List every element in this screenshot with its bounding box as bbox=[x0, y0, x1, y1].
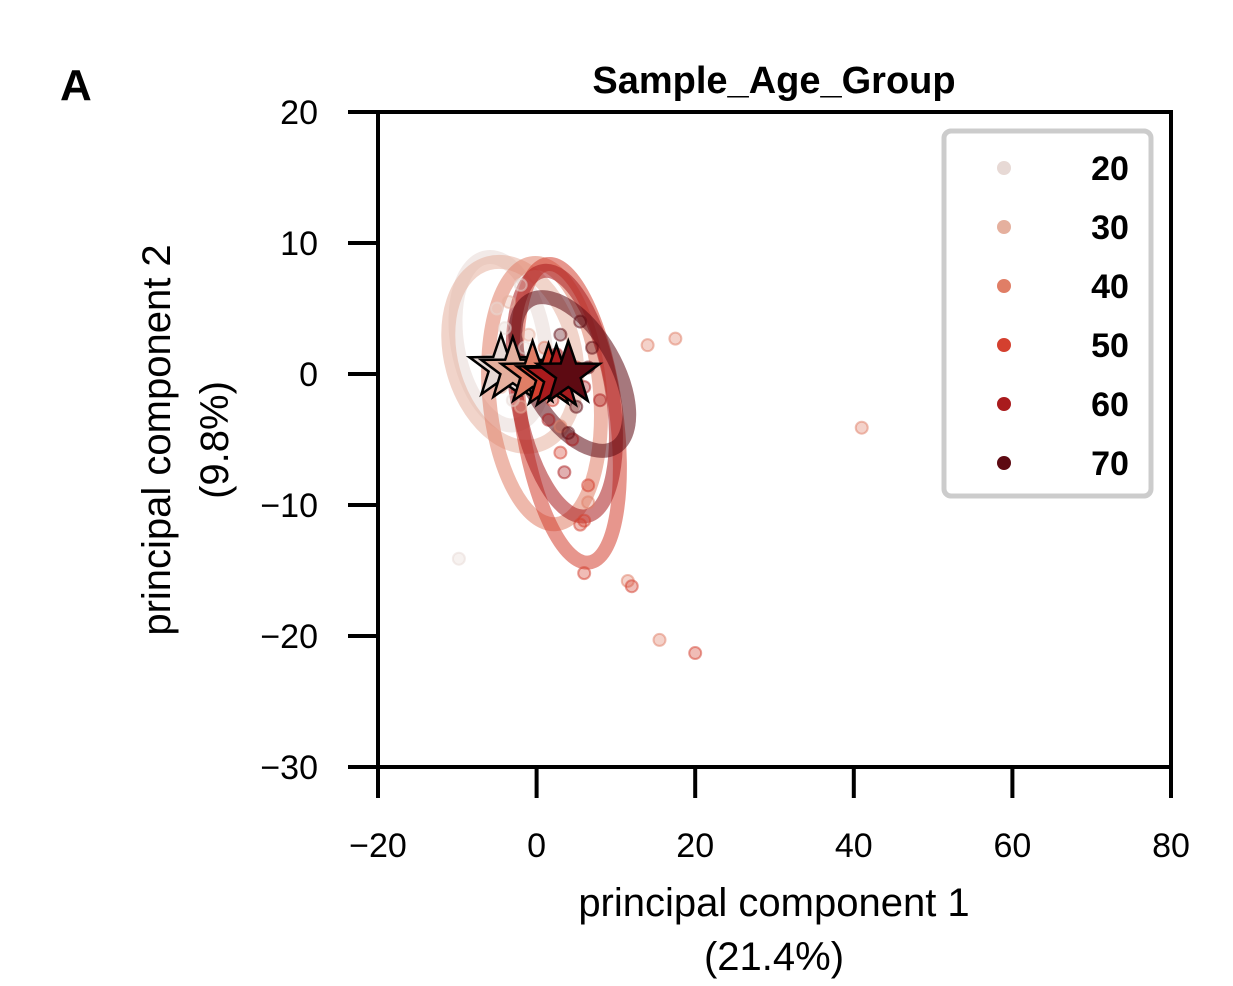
data-point-20 bbox=[513, 277, 528, 292]
chart-title: Sample_Age_Group bbox=[592, 60, 955, 102]
legend-label-30: 30 bbox=[1091, 209, 1129, 247]
legend-marker-70 bbox=[997, 456, 1011, 470]
data-point-50 bbox=[624, 579, 639, 594]
x-axis-ticks: −20 0 20 40 60 80 bbox=[349, 767, 1190, 865]
legend-label-50: 50 bbox=[1091, 327, 1129, 365]
data-point-60 bbox=[541, 412, 556, 427]
data-point-40 bbox=[640, 338, 655, 353]
data-point-30 bbox=[513, 399, 528, 414]
legend-label-40: 40 bbox=[1091, 268, 1129, 306]
y-tick-label: 0 bbox=[299, 356, 318, 394]
legend-label-70: 70 bbox=[1091, 445, 1129, 483]
data-point-50 bbox=[581, 478, 596, 493]
y-tick-label: 20 bbox=[280, 94, 318, 132]
legend-marker-50 bbox=[997, 338, 1011, 352]
data-point-70 bbox=[585, 340, 600, 355]
data-point-70 bbox=[553, 327, 568, 342]
data-point-40 bbox=[652, 632, 667, 647]
legend-frame bbox=[941, 128, 1154, 499]
data-point-60 bbox=[557, 465, 572, 480]
y-axis-label: principal component 2 bbox=[135, 244, 179, 635]
y-axis-label-percent-group: (9.8%) bbox=[193, 381, 237, 499]
legend-label-20: 20 bbox=[1091, 150, 1129, 188]
confidence-ellipse-30 bbox=[441, 254, 585, 454]
y-tick-label: 10 bbox=[280, 225, 318, 263]
data-point-40 bbox=[668, 331, 683, 346]
data-point-40 bbox=[581, 495, 596, 510]
data-point-50 bbox=[688, 646, 703, 661]
x-tick-label: 40 bbox=[835, 827, 873, 865]
data-point-70 bbox=[573, 314, 588, 329]
legend-label-60: 60 bbox=[1091, 386, 1129, 424]
x-tick-label: −20 bbox=[349, 827, 407, 865]
y-axis-label-group: principal component 2 bbox=[135, 244, 179, 635]
data-point-40 bbox=[854, 420, 869, 435]
y-tick-label: −10 bbox=[260, 487, 318, 525]
plot-area bbox=[441, 250, 869, 661]
x-axis-label: principal component 1 bbox=[578, 881, 969, 925]
x-axis-label-percent: (21.4%) bbox=[704, 935, 844, 979]
x-tick-label: 80 bbox=[1152, 827, 1190, 865]
legend-marker-40 bbox=[997, 279, 1011, 293]
data-point-20 bbox=[451, 551, 466, 566]
data-point-20 bbox=[489, 301, 504, 316]
data-point-50 bbox=[577, 513, 592, 528]
data-point-70 bbox=[561, 425, 576, 440]
y-axis-ticks: 20 10 0 −10 −20 −30 bbox=[260, 94, 378, 787]
data-point-50 bbox=[577, 566, 592, 581]
y-axis-label-percent: (9.8%) bbox=[193, 381, 237, 499]
data-point-50 bbox=[553, 445, 568, 460]
data-point-20 bbox=[497, 321, 512, 336]
y-tick-label: −20 bbox=[260, 618, 318, 656]
data-point-30 bbox=[501, 294, 516, 309]
legend-marker-60 bbox=[997, 397, 1011, 411]
legend-marker-30 bbox=[997, 220, 1011, 234]
y-tick-label: −30 bbox=[260, 749, 318, 787]
x-tick-label: 0 bbox=[527, 827, 546, 865]
centroid-stars bbox=[465, 330, 604, 408]
legend: 20 30 40 50 60 70 bbox=[941, 128, 1154, 499]
panel-label: A bbox=[60, 61, 92, 110]
data-point-60 bbox=[593, 393, 608, 408]
centroid-star-70 bbox=[533, 337, 604, 404]
x-tick-label: 60 bbox=[993, 827, 1031, 865]
data-point-30 bbox=[521, 327, 536, 342]
confidence-ellipses bbox=[441, 250, 637, 570]
legend-marker-20 bbox=[997, 161, 1011, 175]
x-tick-label: 20 bbox=[676, 827, 714, 865]
plot-frame bbox=[376, 110, 1173, 769]
